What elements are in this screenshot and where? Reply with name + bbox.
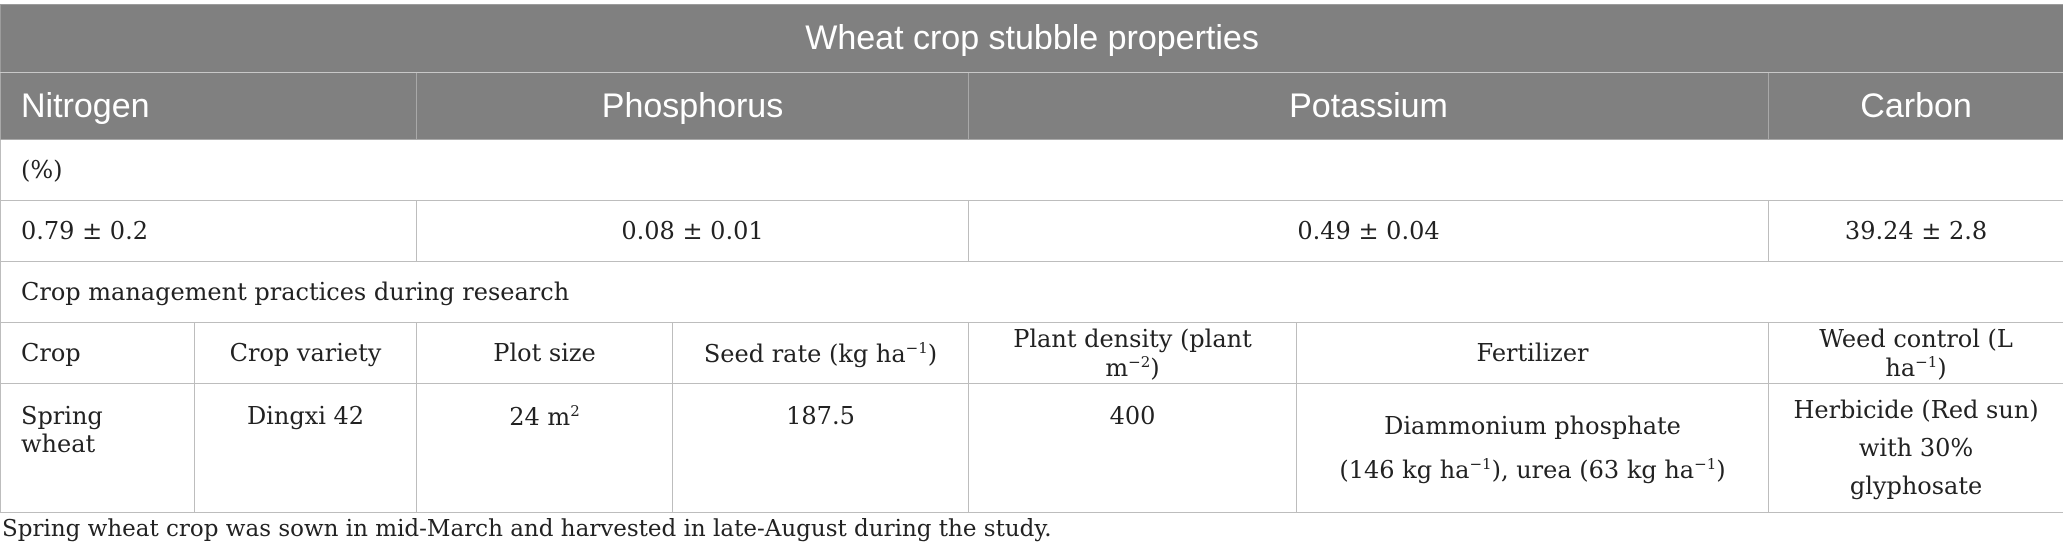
section-title-row: Crop management practices during researc…	[0, 261, 2063, 323]
unit-label: (%)	[0, 139, 2063, 201]
nutrient-header-row: Nitrogen Phosphorus Potassium Carbon	[0, 72, 2063, 140]
header-potassium: Potassium	[968, 72, 1769, 140]
fertilizer-line-1: Diammonium phosphate	[1384, 412, 1681, 440]
table-footnote: Spring wheat crop was sown in mid-March …	[2, 516, 1052, 542]
stubble-properties-table: Wheat crop stubble properties Nitrogen P…	[0, 4, 2063, 513]
mgmt-header-weed-control: Weed control (L ha−1)	[1767, 322, 2063, 384]
value-phosphorus: 0.08 ± 0.01	[416, 200, 969, 262]
mgmt-value-fertilizer: Diammonium phosphate (146 kg ha−1), urea…	[1296, 383, 1769, 513]
management-header-row: Crop Crop variety Plot size Seed rate (k…	[0, 322, 2063, 384]
mgmt-header-plot-size: Plot size	[416, 322, 673, 384]
mgmt-header-seed-rate: Seed rate (kg ha−1)	[672, 322, 969, 384]
mgmt-value-plot-size: 24 m2	[416, 383, 673, 513]
mgmt-value-plant-density: 400	[968, 383, 1297, 513]
header-nitrogen: Nitrogen	[0, 72, 417, 140]
mgmt-header-variety: Crop variety	[194, 322, 417, 384]
mgmt-value-crop: Spring wheat	[0, 383, 195, 513]
mgmt-header-plant-density: Plant density (plant m−2)	[968, 322, 1297, 384]
mgmt-value-variety: Dingxi 42	[194, 383, 417, 513]
value-nitrogen: 0.79 ± 0.2	[0, 200, 417, 262]
stubble-properties-table-wrapper: Wheat crop stubble properties Nitrogen P…	[0, 4, 2063, 513]
management-values-row: Spring wheat Dingxi 42 24 m2 187.5 400 D…	[0, 383, 2063, 513]
table-title: Wheat crop stubble properties	[0, 4, 2063, 73]
mgmt-value-weed-control: Herbicide (Red sun) with 30% glyphosate	[1767, 383, 2063, 513]
unit-row: (%)	[0, 139, 2063, 201]
header-phosphorus: Phosphorus	[416, 72, 969, 140]
section-title: Crop management practices during researc…	[0, 261, 2063, 323]
nutrient-values-row: 0.79 ± 0.2 0.08 ± 0.01 0.49 ± 0.04 39.24…	[0, 200, 2063, 262]
weed-control-line-1: Herbicide (Red sun)	[1793, 396, 2039, 424]
mgmt-value-seed-rate: 187.5	[672, 383, 969, 513]
fertilizer-line-2: (146 kg ha−1), urea (63 kg ha−1)	[1339, 455, 1726, 484]
header-carbon: Carbon	[1767, 72, 2063, 140]
weed-control-line-2: with 30% glyphosate	[1849, 434, 1983, 500]
value-potassium: 0.49 ± 0.04	[968, 200, 1769, 262]
mgmt-header-fertilizer: Fertilizer	[1296, 322, 1769, 384]
table-title-row: Wheat crop stubble properties	[0, 4, 2063, 73]
value-carbon: 39.24 ± 2.8	[1767, 200, 2063, 262]
mgmt-header-crop: Crop	[0, 322, 195, 384]
